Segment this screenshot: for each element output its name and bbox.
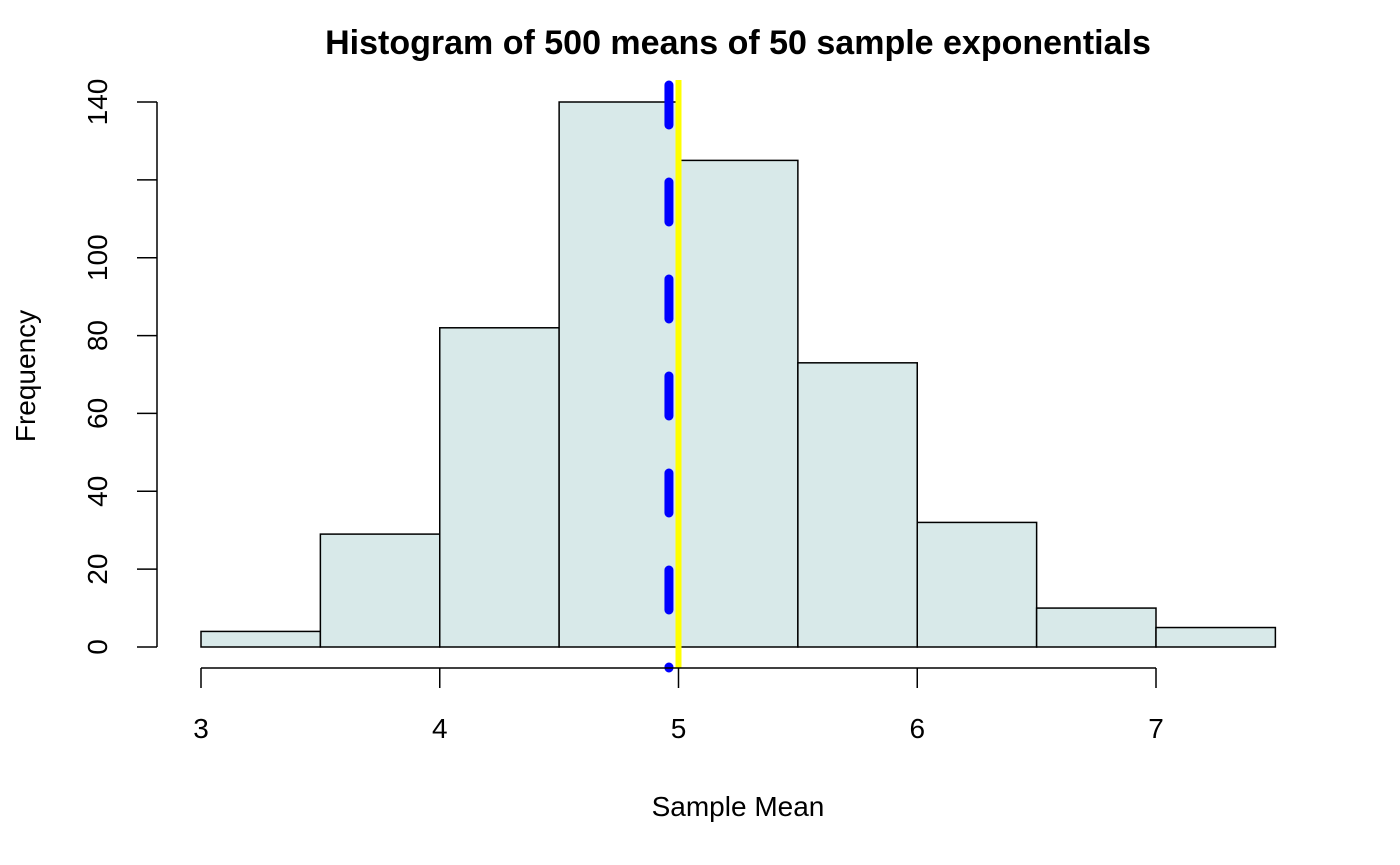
x-tick-label-7: 7	[1148, 713, 1164, 744]
histogram-bar-6	[916, 521, 1038, 648]
x-axis: 3 4 5 6 7	[193, 667, 1164, 744]
y-tick-label-20: 20	[82, 554, 113, 585]
x-tick-label-4: 4	[432, 713, 448, 744]
histogram-bar-4	[677, 159, 799, 648]
y-axis-label: Frequency	[10, 310, 41, 442]
x-tick-label-6: 6	[909, 713, 925, 744]
y-tick-label-100: 100	[82, 234, 113, 281]
histogram-bar-2	[439, 327, 560, 648]
histogram-bar-8	[1155, 626, 1277, 648]
histogram-bar-5	[797, 362, 918, 648]
histogram-bar-0	[200, 630, 322, 648]
chart-title: Histogram of 500 means of 50 sample expo…	[325, 24, 1151, 62]
y-axis: 0 20 40 60 80 100 140	[82, 79, 158, 655]
histogram-bar-3	[558, 101, 680, 648]
y-tick-label-60: 60	[82, 398, 113, 429]
x-tick-label-3: 3	[193, 713, 209, 744]
y-tick-label-0: 0	[82, 639, 113, 655]
x-tick-label-5: 5	[671, 713, 687, 744]
reference-lines-group	[664, 75, 682, 673]
histogram-bar-1	[319, 533, 441, 648]
y-tick-label-140: 140	[82, 79, 113, 126]
bars-group	[200, 101, 1277, 648]
x-axis-label: Sample Mean	[652, 791, 825, 822]
histogram-bar-7	[1035, 607, 1157, 648]
y-tick-label-40: 40	[82, 476, 113, 507]
y-tick-label-80: 80	[82, 320, 113, 351]
